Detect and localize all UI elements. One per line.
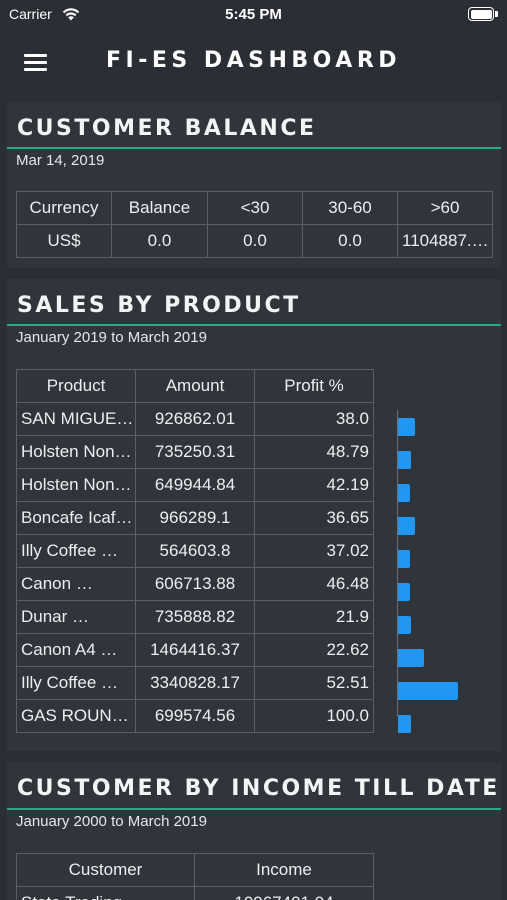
wifi-icon bbox=[62, 8, 80, 21]
table-cell: 1464416.37 bbox=[135, 633, 255, 667]
customer-by-income-title: CUSTOMER BY INCOME TILL DATE bbox=[17, 776, 500, 801]
sales-by-product-card: SALES BY PRODUCT January 2019 to March 2… bbox=[7, 279, 501, 751]
table-cell: 564603.8 bbox=[135, 534, 255, 568]
table-row: Boncafe Icaf… 966289.1 36.65 bbox=[16, 501, 374, 535]
table-cell: 42.19 bbox=[254, 468, 374, 502]
customer-income-table: Customer Income State Trading… 10967401.… bbox=[16, 853, 374, 900]
table-row: Dunar … 735888.82 21.9 bbox=[16, 600, 374, 634]
page-title: FI-ES DASHBOARD bbox=[105, 48, 402, 73]
customer-balance-table: Currency Balance <30 30-60 >60 US$ 0.0 0… bbox=[16, 191, 493, 258]
table-cell: 37.02 bbox=[254, 534, 374, 568]
table-row: State Trading… 10967401.94 bbox=[16, 886, 374, 900]
table-cell: 1104887.… bbox=[397, 224, 493, 258]
column-header: <30 bbox=[207, 191, 303, 225]
chart-axis bbox=[397, 410, 398, 716]
table-row: Illy Coffee … 564603.8 37.02 bbox=[16, 534, 374, 568]
section-divider bbox=[7, 808, 501, 810]
sales-by-product-table: Product Amount Profit % SAN MIGUE… 926862… bbox=[16, 369, 374, 733]
table-cell: GAS ROUND… bbox=[16, 699, 136, 733]
table-cell: 926862.01 bbox=[135, 402, 255, 436]
customer-balance-card: CUSTOMER BALANCE Mar 14, 2019 Currency B… bbox=[7, 102, 501, 268]
table-cell: 735888.82 bbox=[135, 600, 255, 634]
table-cell: Canon … bbox=[16, 567, 136, 601]
battery-icon bbox=[468, 7, 498, 21]
table-cell: Holsten Non… bbox=[16, 468, 136, 502]
table-cell: 966289.1 bbox=[135, 501, 255, 535]
table-cell: 21.9 bbox=[254, 600, 374, 634]
column-header: Amount bbox=[135, 369, 255, 403]
table-row: SAN MIGUE… 926862.01 38.0 bbox=[16, 402, 374, 436]
amount-bar bbox=[398, 649, 424, 667]
carrier-label: Carrier bbox=[9, 6, 52, 22]
table-row: Holsten Non… 735250.31 48.79 bbox=[16, 435, 374, 469]
table-cell: Canon A4 … bbox=[16, 633, 136, 667]
status-bar: Carrier 5:45 PM bbox=[0, 0, 507, 30]
table-cell: Boncafe Icaf… bbox=[16, 501, 136, 535]
profit-bar-chart bbox=[397, 410, 487, 740]
table-header-row: Currency Balance <30 30-60 >60 bbox=[16, 191, 493, 225]
amount-bar bbox=[398, 616, 411, 634]
table-cell: 0.0 bbox=[207, 224, 303, 258]
clock: 5:45 PM bbox=[225, 6, 282, 23]
column-header: Product bbox=[16, 369, 136, 403]
balance-date: Mar 14, 2019 bbox=[16, 152, 105, 169]
table-cell: 48.79 bbox=[254, 435, 374, 469]
amount-bar bbox=[398, 715, 411, 733]
amount-bar bbox=[398, 550, 410, 568]
column-header: Customer bbox=[16, 853, 195, 887]
table-row: Canon A4 … 1464416.37 22.62 bbox=[16, 633, 374, 667]
table-cell: 3340828.17 bbox=[135, 666, 255, 700]
table-row: Canon … 606713.88 46.48 bbox=[16, 567, 374, 601]
income-period: January 2000 to March 2019 bbox=[16, 813, 207, 830]
column-header: >60 bbox=[397, 191, 493, 225]
table-cell: State Trading… bbox=[16, 886, 195, 900]
amount-bar bbox=[398, 583, 410, 601]
amount-bar bbox=[398, 517, 415, 535]
column-header: Income bbox=[194, 853, 374, 887]
amount-bar bbox=[398, 451, 411, 469]
nav-bar: FI-ES DASHBOARD bbox=[0, 30, 507, 94]
column-header: Profit % bbox=[254, 369, 374, 403]
customer-by-income-card: CUSTOMER BY INCOME TILL DATE January 200… bbox=[7, 762, 501, 900]
table-cell: 0.0 bbox=[302, 224, 398, 258]
table-row: Holsten Non… 649944.84 42.19 bbox=[16, 468, 374, 502]
table-cell: Dunar … bbox=[16, 600, 136, 634]
table-cell: 606713.88 bbox=[135, 567, 255, 601]
column-header: 30-60 bbox=[302, 191, 398, 225]
table-cell: Illy Coffee … bbox=[16, 534, 136, 568]
table-cell: 735250.31 bbox=[135, 435, 255, 469]
amount-bar bbox=[398, 682, 458, 700]
table-row: Illy Coffee … 3340828.17 52.51 bbox=[16, 666, 374, 700]
table-cell: Illy Coffee … bbox=[16, 666, 136, 700]
amount-bar bbox=[398, 418, 415, 436]
table-cell: 46.48 bbox=[254, 567, 374, 601]
column-header: Balance bbox=[111, 191, 208, 225]
section-divider bbox=[7, 147, 501, 149]
table-cell: 100.0 bbox=[254, 699, 374, 733]
sales-period: January 2019 to March 2019 bbox=[16, 329, 207, 346]
hamburger-menu-icon[interactable] bbox=[24, 52, 48, 71]
table-row: GAS ROUND… 699574.56 100.0 bbox=[16, 699, 374, 733]
table-cell: 22.62 bbox=[254, 633, 374, 667]
table-cell: 10967401.94 bbox=[194, 886, 374, 900]
table-cell: 52.51 bbox=[254, 666, 374, 700]
table-cell: 0.0 bbox=[111, 224, 208, 258]
table-header-row: Customer Income bbox=[16, 853, 374, 887]
table-cell: 36.65 bbox=[254, 501, 374, 535]
table-cell: Holsten Non… bbox=[16, 435, 136, 469]
customer-balance-title: CUSTOMER BALANCE bbox=[17, 116, 317, 141]
table-cell: 38.0 bbox=[254, 402, 374, 436]
table-cell: US$ bbox=[16, 224, 112, 258]
table-header-row: Product Amount Profit % bbox=[16, 369, 374, 403]
table-row: US$ 0.0 0.0 0.0 1104887.… bbox=[16, 224, 493, 258]
sales-by-product-title: SALES BY PRODUCT bbox=[17, 293, 301, 318]
column-header: Currency bbox=[16, 191, 112, 225]
amount-bar bbox=[398, 484, 410, 502]
table-cell: 699574.56 bbox=[135, 699, 255, 733]
table-cell: SAN MIGUE… bbox=[16, 402, 136, 436]
section-divider bbox=[7, 324, 501, 326]
table-cell: 649944.84 bbox=[135, 468, 255, 502]
